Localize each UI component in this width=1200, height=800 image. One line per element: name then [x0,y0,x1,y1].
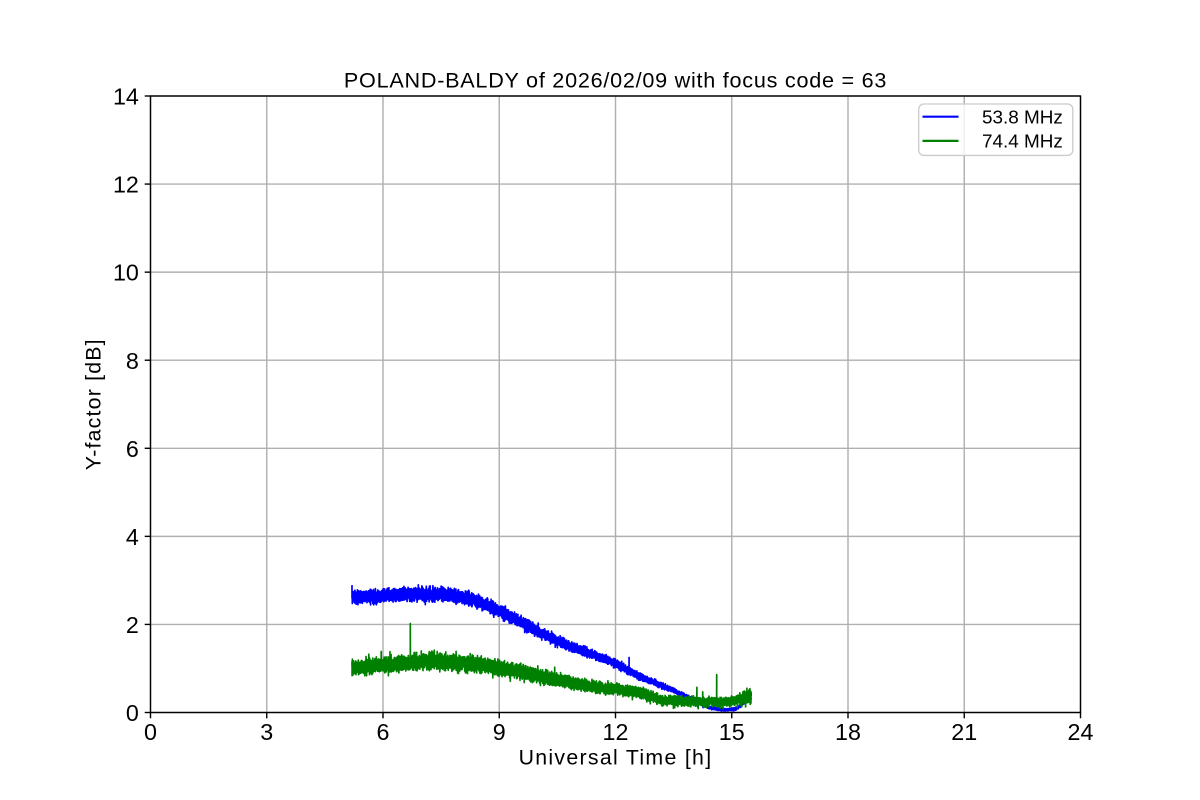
svg-text:74.4 MHz: 74.4 MHz [982,132,1063,153]
svg-text:10: 10 [113,260,139,286]
svg-text:8: 8 [126,348,139,374]
svg-text:6: 6 [126,436,139,462]
svg-text:Universal Time [h]: Universal Time [h] [519,745,713,769]
svg-text:53.8 MHz: 53.8 MHz [982,108,1063,129]
svg-text:12: 12 [603,719,629,745]
svg-text:0: 0 [144,719,157,745]
svg-text:14: 14 [113,84,139,110]
svg-text:21: 21 [951,719,977,745]
svg-text:0: 0 [126,700,139,726]
svg-text:POLAND-BALDY of 2026/02/09 wit: POLAND-BALDY of 2026/02/09 with focus co… [344,68,887,93]
svg-text:9: 9 [493,719,506,745]
svg-text:12: 12 [113,172,139,198]
svg-text:18: 18 [835,719,861,745]
svg-text:6: 6 [377,719,390,745]
svg-text:15: 15 [719,719,745,745]
svg-text:24: 24 [1068,719,1094,745]
svg-text:4: 4 [126,524,139,550]
svg-text:3: 3 [260,719,273,745]
svg-text:Y-factor [dB]: Y-factor [dB] [81,338,105,470]
svg-text:2: 2 [126,612,139,638]
